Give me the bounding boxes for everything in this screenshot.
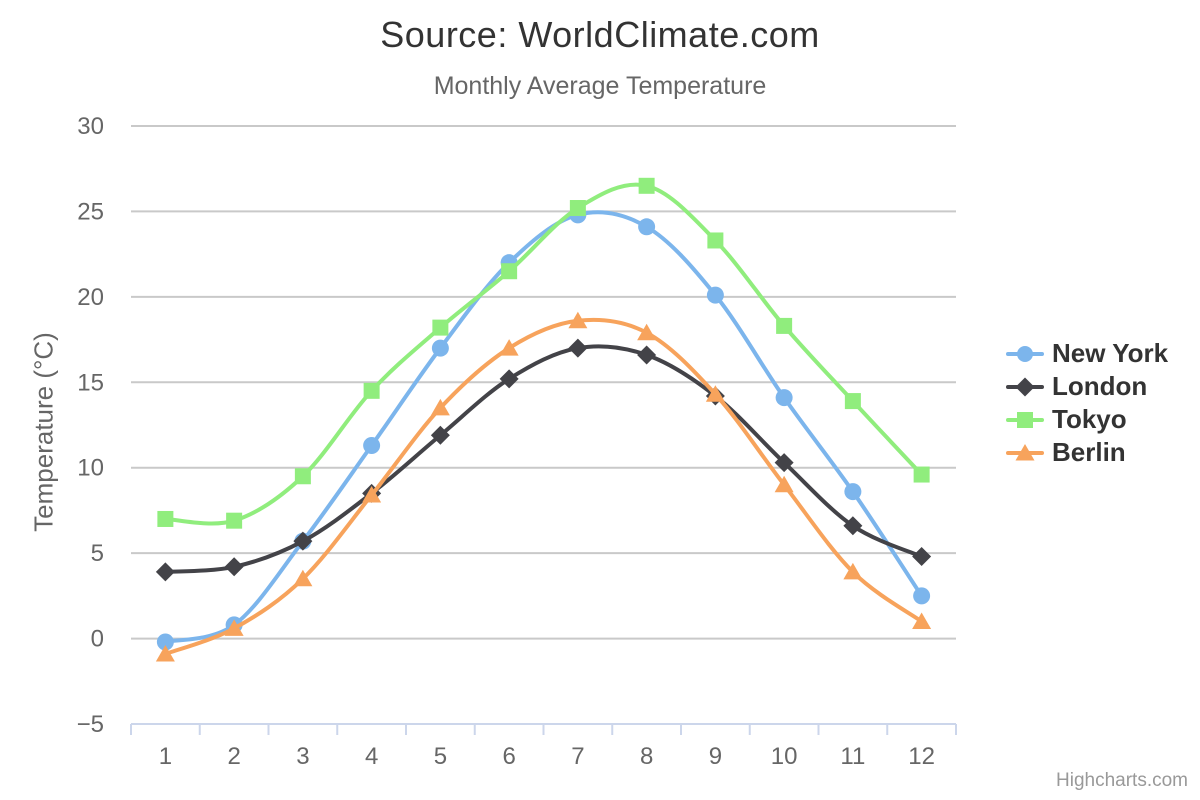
legend: New York London Tokyo Berlin [1006, 337, 1168, 469]
circle-marker[interactable] [1017, 345, 1033, 362]
legend-label: New York [1052, 338, 1169, 368]
diamond-marker[interactable] [774, 453, 794, 473]
diamond-marker[interactable] [293, 531, 313, 551]
series-line-new-york[interactable] [163, 210, 924, 644]
legend-item-london[interactable]: London [1006, 370, 1168, 403]
circle-marker[interactable] [913, 587, 931, 605]
triangle-marker[interactable] [568, 311, 588, 329]
square-marker[interactable] [157, 510, 174, 527]
diamond-marker[interactable] [843, 516, 863, 536]
triangle-marker[interactable] [843, 562, 863, 580]
square-marker[interactable] [638, 177, 655, 194]
circle-marker[interactable] [706, 286, 724, 304]
legend-marker-circle-icon [1006, 345, 1044, 362]
triangle-marker[interactable] [637, 323, 657, 341]
series-london [155, 338, 932, 582]
x-axis-label: 1 [159, 743, 172, 770]
chart-subtitle: Monthly Average Temperature [433, 72, 767, 100]
y-axis-label: 25 [77, 198, 104, 225]
legend-item-tokyo[interactable]: Tokyo [1006, 403, 1168, 436]
square-marker[interactable] [226, 512, 243, 529]
series-tokyo [157, 177, 930, 529]
x-axis-label: 9 [709, 743, 722, 770]
legend-marker-square-icon [1006, 411, 1044, 428]
diamond-marker[interactable] [912, 547, 932, 567]
diamond-marker[interactable] [637, 345, 657, 365]
series-markers-london [155, 338, 932, 582]
y-axis-label: 20 [77, 284, 104, 311]
triangle-marker[interactable] [774, 475, 794, 493]
series-markers-tokyo [157, 177, 930, 529]
legend-marker-diamond-icon [1006, 377, 1044, 396]
diamond-marker[interactable] [1015, 377, 1035, 396]
square-marker[interactable] [569, 200, 586, 217]
circle-marker[interactable] [431, 339, 449, 357]
triangle-marker[interactable] [224, 619, 244, 636]
diamond-marker[interactable] [430, 425, 450, 445]
square-marker[interactable] [913, 466, 930, 483]
circle-marker[interactable] [844, 483, 862, 501]
x-axis-label: 6 [502, 743, 515, 770]
x-axis-label: 2 [227, 743, 240, 770]
square-marker[interactable] [363, 382, 380, 399]
y-axis-label: 30 [77, 113, 104, 140]
legend-label: Berlin [1052, 437, 1126, 467]
x-axis-label: 10 [771, 743, 798, 770]
square-marker[interactable] [432, 319, 449, 336]
series-new-york [156, 206, 931, 651]
chart-title: Source: WorldClimate.com [380, 14, 820, 55]
legend-label: Tokyo [1052, 404, 1127, 434]
x-axis-label: 12 [908, 743, 935, 770]
legend-marker-triangle-icon [1006, 443, 1044, 461]
triangle-marker[interactable] [155, 644, 175, 662]
circle-marker[interactable] [156, 633, 174, 651]
y-axis-label: 5 [91, 540, 104, 567]
triangle-marker[interactable] [362, 486, 382, 503]
square-marker[interactable] [294, 468, 311, 485]
diamond-marker[interactable] [155, 562, 175, 582]
series-markers-berlin [155, 311, 932, 662]
series-berlin [155, 311, 932, 662]
y-axis-labels: 30 25 20 15 10 5 0 −5 [77, 113, 104, 738]
circle-marker[interactable] [775, 389, 793, 407]
y-axis-label: −5 [77, 711, 104, 738]
x-axis-label: 8 [640, 743, 653, 770]
legend-item-berlin[interactable]: Berlin [1006, 436, 1168, 469]
triangle-marker[interactable] [293, 569, 313, 587]
gridlines [131, 125, 956, 725]
square-marker[interactable] [501, 263, 518, 280]
series-line-london[interactable] [163, 344, 924, 574]
legend-label: London [1052, 371, 1148, 401]
highcharts-credit[interactable]: Highcharts.com [1056, 770, 1188, 791]
y-axis-label: 15 [77, 369, 104, 396]
triangle-marker[interactable] [705, 385, 725, 402]
triangle-marker[interactable] [1015, 443, 1035, 461]
x-axis-label: 7 [571, 743, 584, 770]
diamond-marker[interactable] [224, 557, 244, 577]
x-axis-labels: 1 2 3 4 5 6 7 8 9 10 11 12 [159, 743, 935, 770]
x-axis-label: 11 [840, 743, 865, 770]
series-line-tokyo[interactable] [163, 182, 924, 526]
triangle-marker[interactable] [430, 398, 450, 416]
square-marker[interactable] [707, 232, 724, 249]
triangle-marker[interactable] [912, 612, 932, 629]
x-axis-label: 3 [296, 743, 309, 770]
square-marker[interactable] [844, 393, 861, 410]
y-axis-label: 0 [91, 626, 104, 653]
circle-marker[interactable] [638, 218, 656, 236]
x-axis-label: 5 [434, 743, 447, 770]
legend-item-new-york[interactable]: New York [1006, 337, 1168, 370]
diamond-marker[interactable] [568, 338, 588, 358]
square-marker[interactable] [1017, 411, 1033, 428]
diamond-marker[interactable] [499, 369, 519, 389]
triangle-marker[interactable] [499, 339, 519, 356]
x-axis [130, 723, 957, 735]
y-axis-label: 10 [77, 455, 104, 482]
x-axis-label: 4 [365, 743, 378, 770]
square-marker[interactable] [776, 317, 793, 334]
circle-marker[interactable] [363, 437, 381, 455]
